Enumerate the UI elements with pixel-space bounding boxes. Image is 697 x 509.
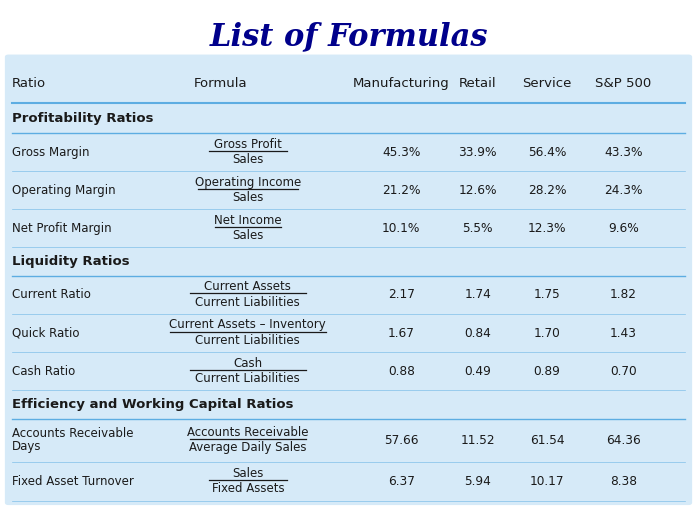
- Text: 10.17: 10.17: [530, 475, 565, 488]
- Text: Retail: Retail: [459, 77, 496, 90]
- Text: Current Liabilities: Current Liabilities: [195, 372, 300, 385]
- Text: 8.38: 8.38: [610, 475, 637, 488]
- Text: Sales: Sales: [232, 229, 263, 242]
- Text: Sales: Sales: [232, 191, 263, 204]
- Text: Service: Service: [522, 77, 572, 90]
- Text: Net Income: Net Income: [214, 214, 282, 227]
- Text: Fixed Assets: Fixed Assets: [211, 482, 284, 495]
- Text: 1.74: 1.74: [464, 289, 491, 301]
- Text: Ratio: Ratio: [12, 77, 46, 90]
- Text: 45.3%: 45.3%: [382, 146, 420, 159]
- Text: Current Assets: Current Assets: [204, 280, 291, 293]
- Text: 11.52: 11.52: [460, 434, 495, 447]
- Text: 61.54: 61.54: [530, 434, 565, 447]
- Text: Current Assets – Inventory: Current Assets – Inventory: [169, 319, 326, 331]
- Text: 56.4%: 56.4%: [528, 146, 566, 159]
- Text: 0.70: 0.70: [610, 364, 637, 378]
- Text: 64.36: 64.36: [606, 434, 641, 447]
- Text: 28.2%: 28.2%: [528, 184, 566, 197]
- Text: 33.9%: 33.9%: [459, 146, 497, 159]
- Text: 1.43: 1.43: [610, 327, 637, 340]
- Text: Profitability Ratios: Profitability Ratios: [12, 112, 153, 125]
- Text: Cash Ratio: Cash Ratio: [12, 364, 75, 378]
- Text: 5.94: 5.94: [464, 475, 491, 488]
- Text: 21.2%: 21.2%: [382, 184, 420, 197]
- Text: 57.66: 57.66: [384, 434, 418, 447]
- Text: 2.17: 2.17: [388, 289, 415, 301]
- Text: 0.89: 0.89: [534, 364, 560, 378]
- Text: 0.49: 0.49: [464, 364, 491, 378]
- Text: Sales: Sales: [232, 153, 263, 166]
- Text: 1.70: 1.70: [534, 327, 560, 340]
- Text: S&P 500: S&P 500: [595, 77, 652, 90]
- Text: 12.6%: 12.6%: [459, 184, 497, 197]
- Text: 9.6%: 9.6%: [608, 222, 638, 235]
- Text: 1.82: 1.82: [610, 289, 637, 301]
- Text: Formula: Formula: [194, 77, 247, 90]
- Text: Operating Margin: Operating Margin: [12, 184, 116, 197]
- Text: List of Formulas: List of Formulas: [209, 22, 488, 52]
- Text: 0.84: 0.84: [464, 327, 491, 340]
- Text: Sales: Sales: [232, 467, 263, 480]
- Text: Quick Ratio: Quick Ratio: [12, 327, 79, 340]
- Text: Gross Profit: Gross Profit: [214, 137, 282, 151]
- FancyBboxPatch shape: [5, 54, 692, 505]
- Text: 5.5%: 5.5%: [462, 222, 493, 235]
- Text: Efficiency and Working Capital Ratios: Efficiency and Working Capital Ratios: [12, 398, 293, 411]
- Text: 43.3%: 43.3%: [604, 146, 643, 159]
- Text: Current Ratio: Current Ratio: [12, 289, 91, 301]
- Text: 0.88: 0.88: [388, 364, 415, 378]
- Text: Fixed Asset Turnover: Fixed Asset Turnover: [12, 475, 134, 488]
- Text: Accounts Receivable: Accounts Receivable: [12, 427, 133, 440]
- Text: 1.67: 1.67: [388, 327, 415, 340]
- Text: Cash: Cash: [233, 356, 262, 370]
- Text: Liquidity Ratios: Liquidity Ratios: [12, 255, 130, 268]
- Text: 1.75: 1.75: [534, 289, 560, 301]
- Text: 6.37: 6.37: [388, 475, 415, 488]
- Text: 24.3%: 24.3%: [604, 184, 643, 197]
- Text: Average Daily Sales: Average Daily Sales: [189, 441, 307, 454]
- Text: Net Profit Margin: Net Profit Margin: [12, 222, 112, 235]
- Text: Accounts Receivable: Accounts Receivable: [187, 426, 309, 439]
- Text: Days: Days: [12, 440, 41, 453]
- Text: Gross Margin: Gross Margin: [12, 146, 89, 159]
- Text: 12.3%: 12.3%: [528, 222, 566, 235]
- Text: Current Liabilities: Current Liabilities: [195, 296, 300, 308]
- Text: Operating Income: Operating Income: [194, 176, 301, 189]
- Text: 10.1%: 10.1%: [382, 222, 420, 235]
- Text: Manufacturing: Manufacturing: [353, 77, 450, 90]
- Text: Current Liabilities: Current Liabilities: [195, 333, 300, 347]
